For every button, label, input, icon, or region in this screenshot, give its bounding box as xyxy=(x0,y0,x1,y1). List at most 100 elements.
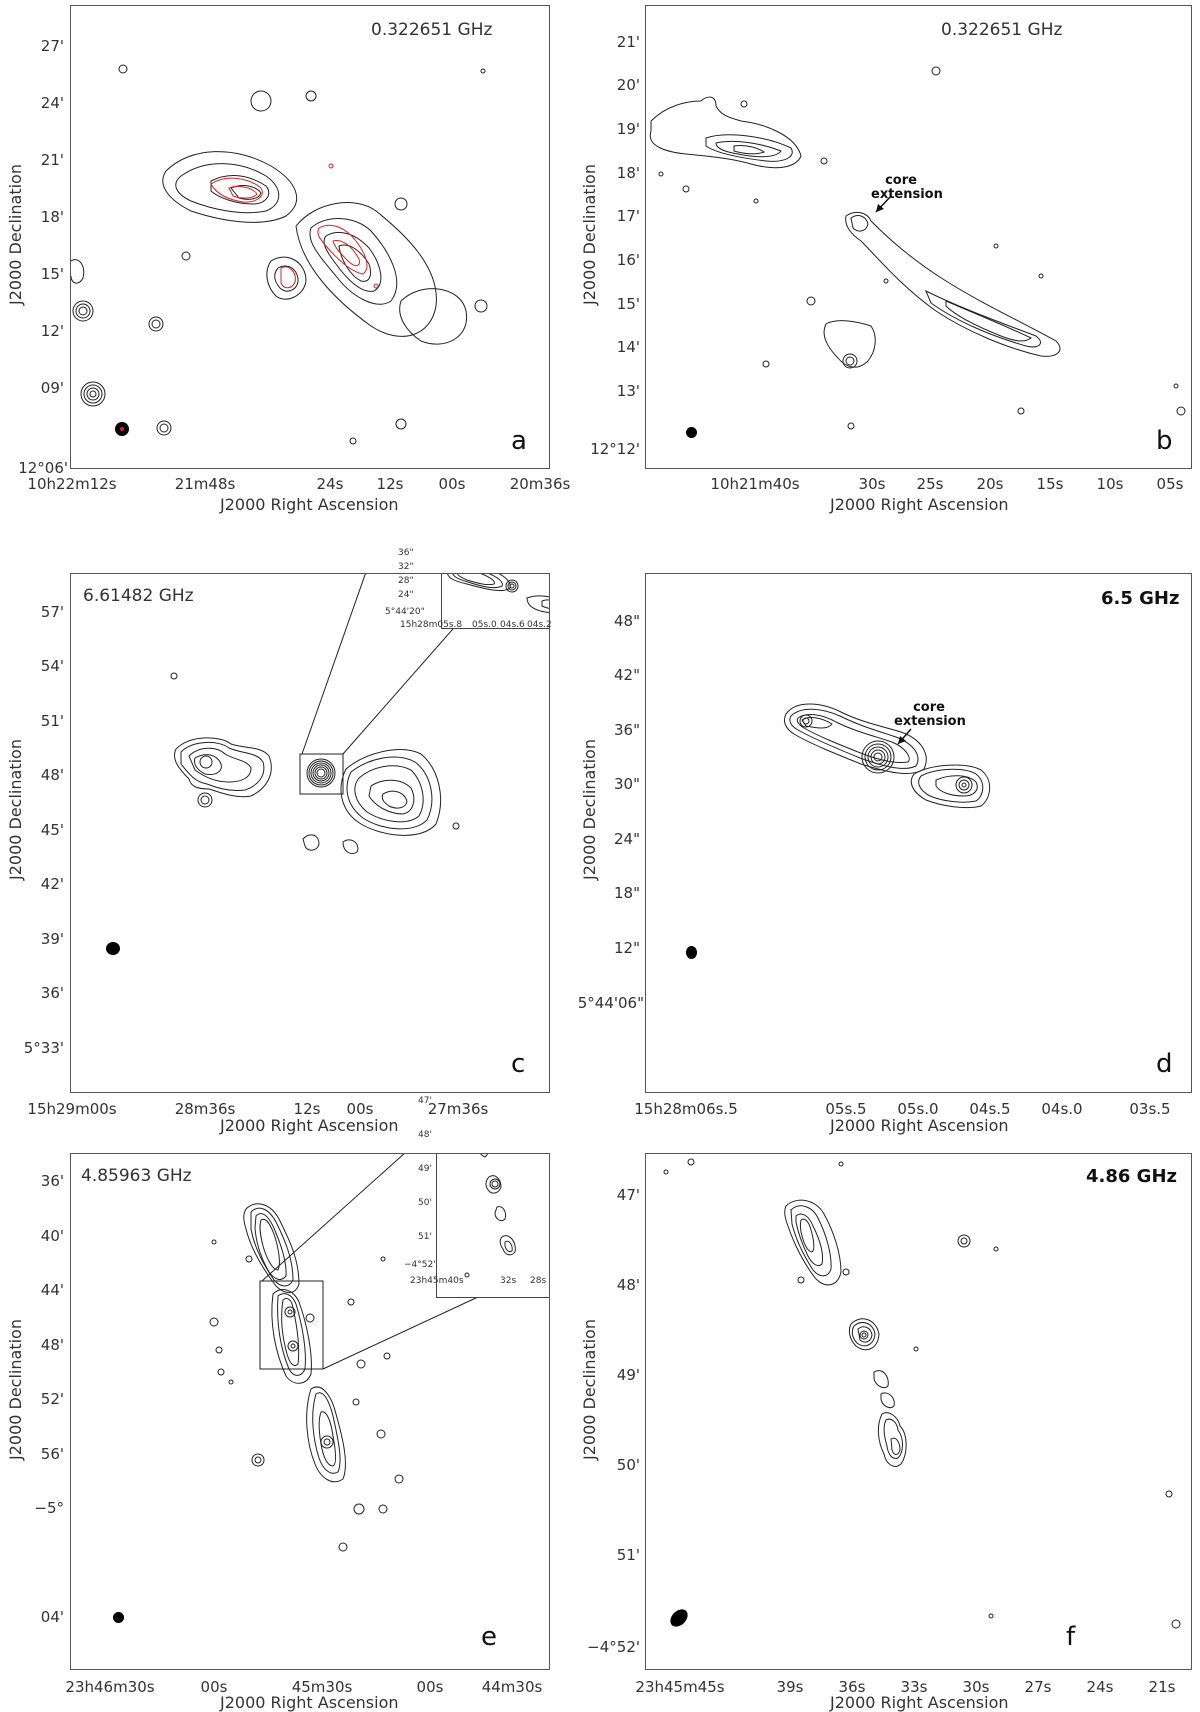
y-axis-label: J2000 Declination xyxy=(580,1319,599,1460)
x-tick: 24s xyxy=(316,475,344,493)
y-tick: 48' xyxy=(40,1336,64,1354)
inset-y-tick: 51' xyxy=(418,1232,432,1242)
x-tick: 23h45m45s xyxy=(635,1678,725,1696)
panel-letter: f xyxy=(1066,1622,1076,1652)
y-tick: 40' xyxy=(40,1227,64,1245)
panel-e-plot: 4.85963 GHz e xyxy=(70,1153,550,1670)
y-tick: 17' xyxy=(616,207,640,225)
panel-e-contours xyxy=(209,1154,507,1552)
y-axis-label: J2000 Declination xyxy=(580,739,599,880)
inset-x-tick: 32s xyxy=(500,1276,517,1286)
y-tick: 18' xyxy=(40,208,64,226)
inset-x-tick: 05s.0 xyxy=(472,620,497,630)
beam-ellipse xyxy=(686,427,697,438)
y-tick: 12" xyxy=(614,939,640,957)
x-tick: 00s xyxy=(438,475,466,493)
inset-e xyxy=(436,1154,549,1298)
x-tick: 24s xyxy=(1086,1678,1114,1696)
inset-x-tick: 04s.6 xyxy=(500,620,525,630)
frequency-label: 4.85963 GHz xyxy=(81,1166,192,1186)
x-tick: 15h29m00s xyxy=(27,1100,117,1118)
y-tick: 21' xyxy=(616,33,640,51)
x-tick: 39s xyxy=(776,1678,804,1696)
x-tick: 21s xyxy=(1148,1678,1176,1696)
y-tick: 36' xyxy=(40,984,64,1002)
x-axis-label: J2000 Right Ascension xyxy=(220,495,399,514)
y-axis-label: J2000 Declination xyxy=(6,164,25,305)
y-tick: 42" xyxy=(614,666,640,684)
core-extension-label: core extension xyxy=(871,174,943,202)
inset-y-tick: 32" xyxy=(398,562,414,572)
x-tick: 04s.5 xyxy=(969,1100,1011,1118)
y-tick: 04' xyxy=(40,1608,64,1626)
y-tick: 47' xyxy=(616,1186,640,1204)
beam-ellipse xyxy=(113,1612,124,1623)
x-tick: 04s.0 xyxy=(1041,1100,1083,1118)
x-tick: 20s xyxy=(976,475,1004,493)
x-tick: 10s xyxy=(1096,475,1124,493)
y-tick: 18' xyxy=(616,164,640,182)
inset-y-tick: 50' xyxy=(418,1198,432,1208)
x-tick: 36s xyxy=(838,1678,866,1696)
y-tick: 54' xyxy=(40,657,64,675)
x-tick: 03s.5 xyxy=(1129,1100,1171,1118)
inset-y-tick: 28" xyxy=(398,576,414,586)
y-axis-label: J2000 Declination xyxy=(580,164,599,305)
frequency-label: 0.322651 GHz xyxy=(371,20,493,40)
x-tick: 30s xyxy=(962,1678,990,1696)
panel-c-plot: 6.61482 GHz c xyxy=(70,573,550,1093)
y-tick: 18" xyxy=(614,884,640,902)
x-tick: 21m48s xyxy=(174,475,236,493)
x-tick: 23h46m30s xyxy=(65,1678,155,1696)
y-tick: 42' xyxy=(40,875,64,893)
y-tick: −5° xyxy=(34,1499,64,1517)
inset-x-tick: 23h45m40s xyxy=(410,1276,464,1286)
x-tick: 33s xyxy=(900,1678,928,1696)
x-tick: 30s xyxy=(858,475,886,493)
inset-y-tick: 36" xyxy=(398,548,414,558)
panel-d-contours xyxy=(783,703,991,809)
panel-b-contours xyxy=(649,66,1186,430)
y-tick: 5°44'06" xyxy=(577,994,644,1012)
y-tick: 27' xyxy=(40,37,64,55)
frequency-label: 6.61482 GHz xyxy=(83,586,194,606)
panel-letter: a xyxy=(511,426,527,456)
x-tick: 15h28m06s.5 xyxy=(634,1100,738,1118)
x-axis-label: J2000 Right Ascension xyxy=(220,1693,399,1712)
y-tick: 44' xyxy=(40,1281,64,1299)
x-tick: 44m30s xyxy=(481,1678,543,1696)
y-tick: 14' xyxy=(616,338,640,356)
frequency-label: 0.322651 GHz xyxy=(941,20,1063,40)
annotation-line-2: extension xyxy=(871,187,943,202)
panel-a-contours xyxy=(71,64,488,445)
x-tick: 45m30s xyxy=(291,1678,353,1696)
y-tick: 5°33' xyxy=(23,1039,64,1057)
y-tick: 56' xyxy=(40,1445,64,1463)
y-tick: 48' xyxy=(40,766,64,784)
panel-f-contours xyxy=(663,1158,1181,1629)
x-tick: 00s xyxy=(200,1678,228,1696)
y-tick: 36" xyxy=(614,721,640,739)
frequency-label: 4.86 GHz xyxy=(1086,1166,1177,1187)
inset-c-contours xyxy=(447,574,549,613)
inset-y-tick: 5°44'20" xyxy=(385,607,425,617)
y-tick: 30" xyxy=(614,775,640,793)
panel-letter: d xyxy=(1156,1049,1173,1079)
x-tick: 00s xyxy=(416,1678,444,1696)
x-tick: 10h22m12s xyxy=(27,475,117,493)
annotation-line-1: core xyxy=(913,700,945,715)
x-tick: 12s xyxy=(376,475,404,493)
x-tick: 05s.5 xyxy=(825,1100,867,1118)
core-extension-label: core extension xyxy=(894,700,966,729)
panel-letter: b xyxy=(1156,426,1173,456)
inset-y-tick: 48' xyxy=(418,1130,432,1140)
inset-y-tick: −4°52' xyxy=(404,1260,436,1270)
x-axis-label: J2000 Right Ascension xyxy=(830,1116,1009,1135)
y-tick: 51' xyxy=(616,1546,640,1564)
inset-e-contours xyxy=(464,1154,516,1278)
y-tick: 12' xyxy=(40,322,64,340)
x-tick: 15s xyxy=(1036,475,1064,493)
x-tick: 05s.0 xyxy=(897,1100,939,1118)
y-tick: 12°06' xyxy=(18,459,68,477)
y-tick: 16' xyxy=(616,251,640,269)
